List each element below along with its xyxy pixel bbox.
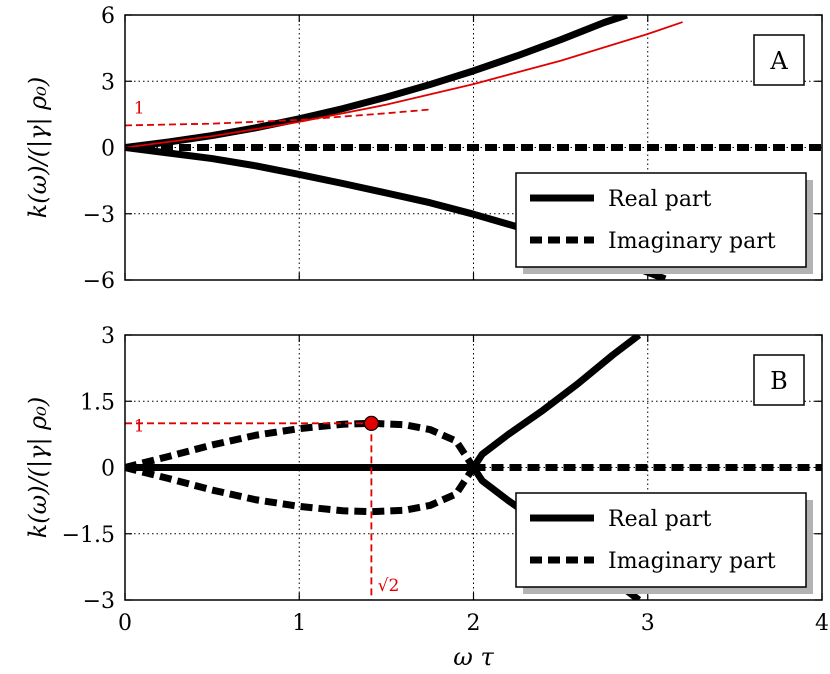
- panel-label-box: [753, 354, 805, 406]
- y-tick-label: −3: [83, 589, 115, 614]
- y-tick-label: −6: [83, 269, 115, 294]
- series-line-0: [125, 15, 628, 151]
- legend-box: [515, 492, 807, 588]
- annotation: 1: [134, 98, 145, 118]
- series-line-3: [125, 419, 477, 471]
- annotation: √2: [378, 576, 400, 596]
- series-line-4: [125, 108, 431, 127]
- x-tick-label: 4: [815, 611, 829, 636]
- y-tick-label: 3: [101, 324, 115, 349]
- peak-marker: [363, 415, 379, 431]
- series-line-3: [125, 21, 683, 149]
- annotation: 1: [134, 416, 145, 436]
- panel-label-box: [753, 34, 805, 86]
- legend-label: Real part: [608, 507, 711, 532]
- legend-label: Imaginary part: [608, 229, 776, 254]
- y-tick-label: 0: [101, 137, 115, 162]
- x-tick-label: 2: [467, 611, 481, 636]
- legend-label: Real part: [608, 187, 711, 212]
- legend-label: Imaginary part: [608, 549, 776, 574]
- y-axis-title: k(ω)/(|γ| ρ₀): [24, 77, 53, 219]
- panel-label: A: [769, 47, 788, 75]
- x-tick-label: 1: [292, 611, 306, 636]
- y-tick-label: −1.5: [62, 523, 115, 548]
- legend-box: [515, 172, 807, 268]
- series-line-4: [125, 464, 477, 516]
- y-tick-label: 3: [101, 70, 115, 95]
- y-tick-label: 6: [101, 4, 115, 29]
- panel-label: B: [770, 367, 788, 395]
- x-tick-label: 3: [641, 611, 655, 636]
- x-tick-label: 0: [118, 611, 132, 636]
- y-tick-label: 1.5: [80, 390, 115, 415]
- x-axis-title: ω τ: [453, 643, 494, 671]
- series-line-1: [470, 335, 642, 470]
- y-tick-label: 0: [101, 457, 115, 482]
- y-tick-label: −3: [83, 203, 115, 228]
- panel-a: 6 3 0 −3 −6 k(ω)/(|γ| ρ₀) A 1 Real part Imaginary…: [24, 4, 823, 294]
- y-axis-title: k(ω)/(|γ| ρ₀): [24, 397, 53, 539]
- panel-b: 31.50−1.5−30 1 2 3 4k(ω)/(|γ| ρ₀)ω τB1√2Real…: [24, 324, 829, 671]
